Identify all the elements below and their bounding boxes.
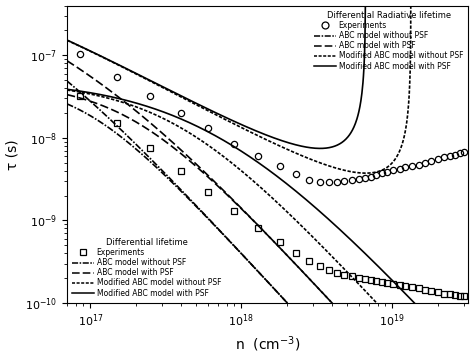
- Y-axis label: τ (s): τ (s): [6, 139, 19, 170]
- Legend: Experiments, ABC model without PSF, ABC model with PSF, Modified ABC model witho: Experiments, ABC model without PSF, ABC …: [71, 237, 223, 299]
- X-axis label: n  (cm$^{-3}$): n (cm$^{-3}$): [235, 335, 301, 355]
